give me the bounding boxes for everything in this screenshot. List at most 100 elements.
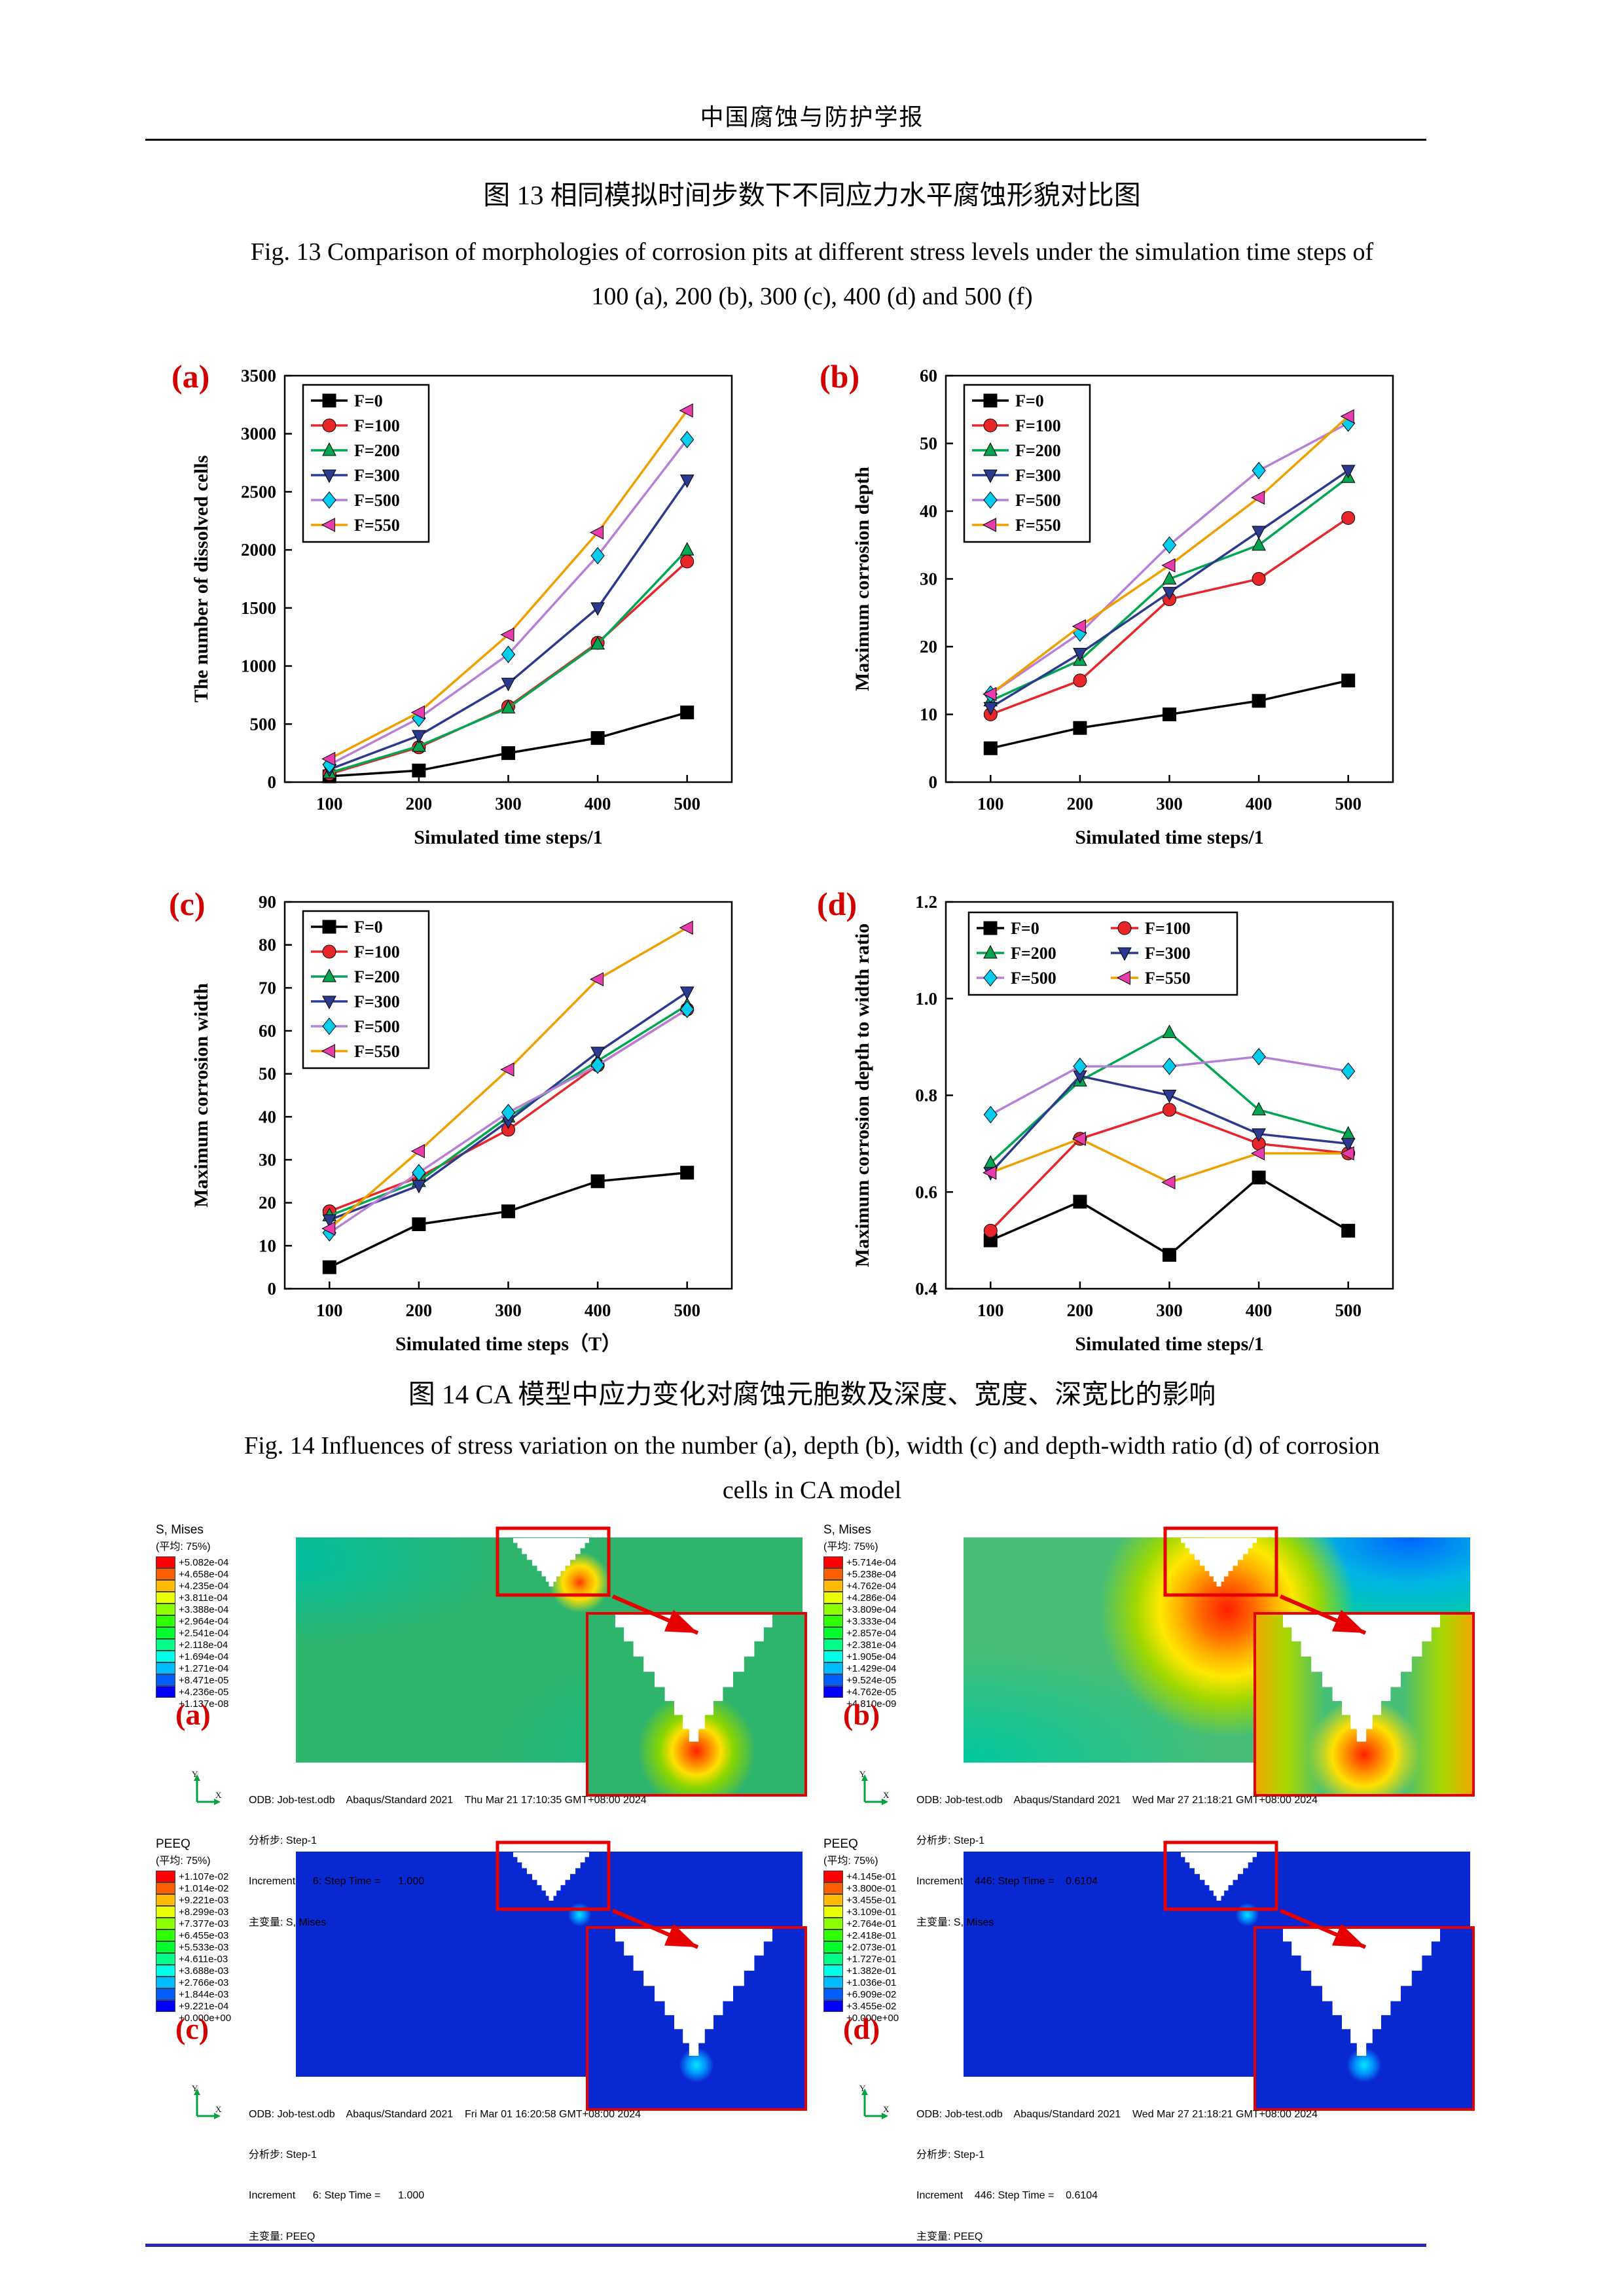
increment-line: Increment 6: Step Time = 1.000 [249,2190,425,2202]
svg-text:500: 500 [250,714,277,734]
abaqus-panel-label-d: (d) [843,2012,880,2045]
legend-scale-value: +3.800e-01 [846,1882,897,1894]
legend-color-swatch [156,1568,175,1580]
svg-text:30: 30 [259,1150,276,1170]
legend-color-swatch [156,1627,175,1639]
svg-text:F=100: F=100 [354,416,400,435]
legend-color-swatch [156,1918,175,1929]
svg-text:300: 300 [495,794,522,814]
fig14-caption-en: Fig. 14 Influences of stress variation o… [0,1424,1624,1513]
legend-color-swatch [823,1977,843,1988]
svg-text:F=500: F=500 [354,491,400,510]
increment-line: Increment 446: Step Time = 0.6104 [916,1876,1098,1888]
svg-text:X: X [215,2104,222,2114]
pit-shape [615,1615,772,1742]
svg-text:40: 40 [920,501,937,521]
odb-info-block: ODB: Job-test.odb Abaqus/Standard 2021 W… [916,2081,1318,2271]
legend-scale-value: +1.137e-08 [179,1698,229,1710]
legend-color-swatch [823,1592,843,1604]
odb-line: ODB: Job-test.odb Abaqus/Standard 2021 W… [916,1794,1318,1806]
svg-text:0: 0 [268,1279,277,1299]
legend-scale-value: +7.377e-03 [179,1918,229,1929]
legend-scale-value: +9.221e-04 [179,2000,229,2012]
svg-text:F=100: F=100 [1015,416,1061,435]
legend-color-swatch [156,1674,175,1686]
svg-text:300: 300 [1156,1300,1183,1320]
svg-text:F=500: F=500 [1011,969,1056,988]
legend-scale-row: +3.688e-03 [156,1965,231,1977]
fig13-caption-zh: 图 13 相同模拟时间步数下不同应力水平腐蚀形貌对比图 [483,180,1141,210]
legend-scale-value: +2.118e-04 [179,1639,228,1651]
abaqus-panel-label-a: (a) [175,1698,211,1731]
svg-text:F=100: F=100 [354,942,400,961]
legend-scale-row: +1.137e-08 [156,1698,228,1710]
legend-color-swatch [823,1871,843,1882]
legend-subtitle: (平均: 75%) [823,1856,878,1867]
legend-color-swatch [156,1929,175,1941]
svg-text:100: 100 [316,794,343,814]
svg-text:X: X [215,1790,222,1800]
svg-text:50: 50 [920,434,937,454]
legend-scale-value: +3.333e-04 [846,1615,897,1627]
svg-text:200: 200 [1067,794,1094,814]
svg-text:40: 40 [259,1107,276,1126]
legend-scale-row: +2.857e-04 [823,1627,896,1639]
legend-scale-value: +1.107e-02 [179,1871,229,1882]
svg-text:70: 70 [259,978,276,997]
legend-scale-value: +9.221e-03 [179,1894,229,1906]
svg-text:30: 30 [920,569,937,589]
legend-color-swatch [156,2000,175,2012]
svg-text:F=550: F=550 [1015,516,1061,535]
svg-text:F=100: F=100 [1145,919,1191,938]
legend-scale-value: +4.145e-01 [846,1871,897,1882]
pit-zoom-inset [586,1926,807,2111]
pit-zoom-shape [615,1615,772,1742]
legend-scale-row: +3.809e-04 [823,1604,896,1615]
fig14-caption-en-line1: Fig. 14 Influences of stress variation o… [244,1432,1380,1460]
chart-panel-label-c: (c) [169,886,206,922]
legend-scale-row: +2.118e-04 [156,1639,228,1651]
svg-text:0: 0 [929,772,938,792]
contour-legend: PEEQ (平均: 75%) +4.145e-01 +3.800e-01 +3.45… [823,1837,899,2024]
svg-text:200: 200 [1067,1300,1094,1320]
primary-var-line: 主变量: PEEQ [916,2231,983,2242]
legend-scale-value: +4.762e-05 [846,1686,897,1698]
legend-scale-value: +1.905e-04 [846,1651,897,1662]
chart-panel-label-d: (d) [817,886,857,922]
svg-text:F=300: F=300 [354,992,400,1011]
svg-text:Maximum corrosion depth to wid: Maximum corrosion depth to width ratio [852,924,873,1267]
abaqus-panel-b: S, Mises (平均: 75%) +5.714e-04 +5.238e-04 +… [818,1515,1478,1928]
legend-scale-value: +4.658e-04 [179,1568,229,1580]
legend-subtitle: (平均: 75%) [823,1541,878,1552]
pit-shape [1283,1929,1440,2056]
legend-color-swatch [156,1556,175,1568]
svg-text:Maximum corrosion width: Maximum corrosion width [190,983,212,1208]
legend-title: S, Mises [823,1523,871,1537]
svg-text:200: 200 [406,1300,433,1320]
svg-text:F=0: F=0 [1011,919,1039,938]
svg-text:60: 60 [920,366,937,386]
legend-color-swatch [823,1651,843,1662]
svg-text:200: 200 [406,794,433,814]
primary-var-line: 主变量: PEEQ [249,2231,316,2242]
chart-a-svg: 0 500 1000 1500 2000 2500 3000 3500 100 200 300 400… [190,366,733,848]
legend-scale-value: +0.000e+00 [179,2012,232,2024]
svg-text:F=200: F=200 [1015,441,1061,460]
legend-scale-value: +4.235e-04 [179,1580,229,1592]
legend-scale-row: +4.762e-05 [823,1686,896,1698]
legend-scale-value: +9.524e-05 [846,1674,897,1686]
legend-subtitle: (平均: 75%) [156,1856,211,1867]
legend-scale-value: +1.382e-01 [846,1965,897,1977]
step-line: 分析步: Step-1 [249,1835,317,1846]
chart-corrosion-width: 0 10 20 30 40 50 60 70 80 90 100 200 300 400 500 Simula… [187,878,753,1369]
legend-color-scale: +5.714e-04 +5.238e-04 +4.762e-04 +4.286e-04… [823,1556,896,1710]
legend-subtitle: (平均: 75%) [156,1541,211,1552]
legend-scale-row: +2.073e-01 [823,1941,899,1953]
legend-color-swatch [156,1977,175,1988]
legend-scale-value: +3.688e-03 [179,1965,229,1977]
legend-color-scale: +4.145e-01 +3.800e-01 +3.455e-01 +3.109e-01… [823,1871,899,2024]
odb-line: ODB: Job-test.odb Abaqus/Standard 2021 F… [249,2108,641,2120]
odb-info-block: ODB: Job-test.odb Abaqus/Standard 2021 F… [249,2081,641,2271]
legend-scale-row: +5.714e-04 [823,1556,896,1568]
series-F=300 [983,465,1356,716]
